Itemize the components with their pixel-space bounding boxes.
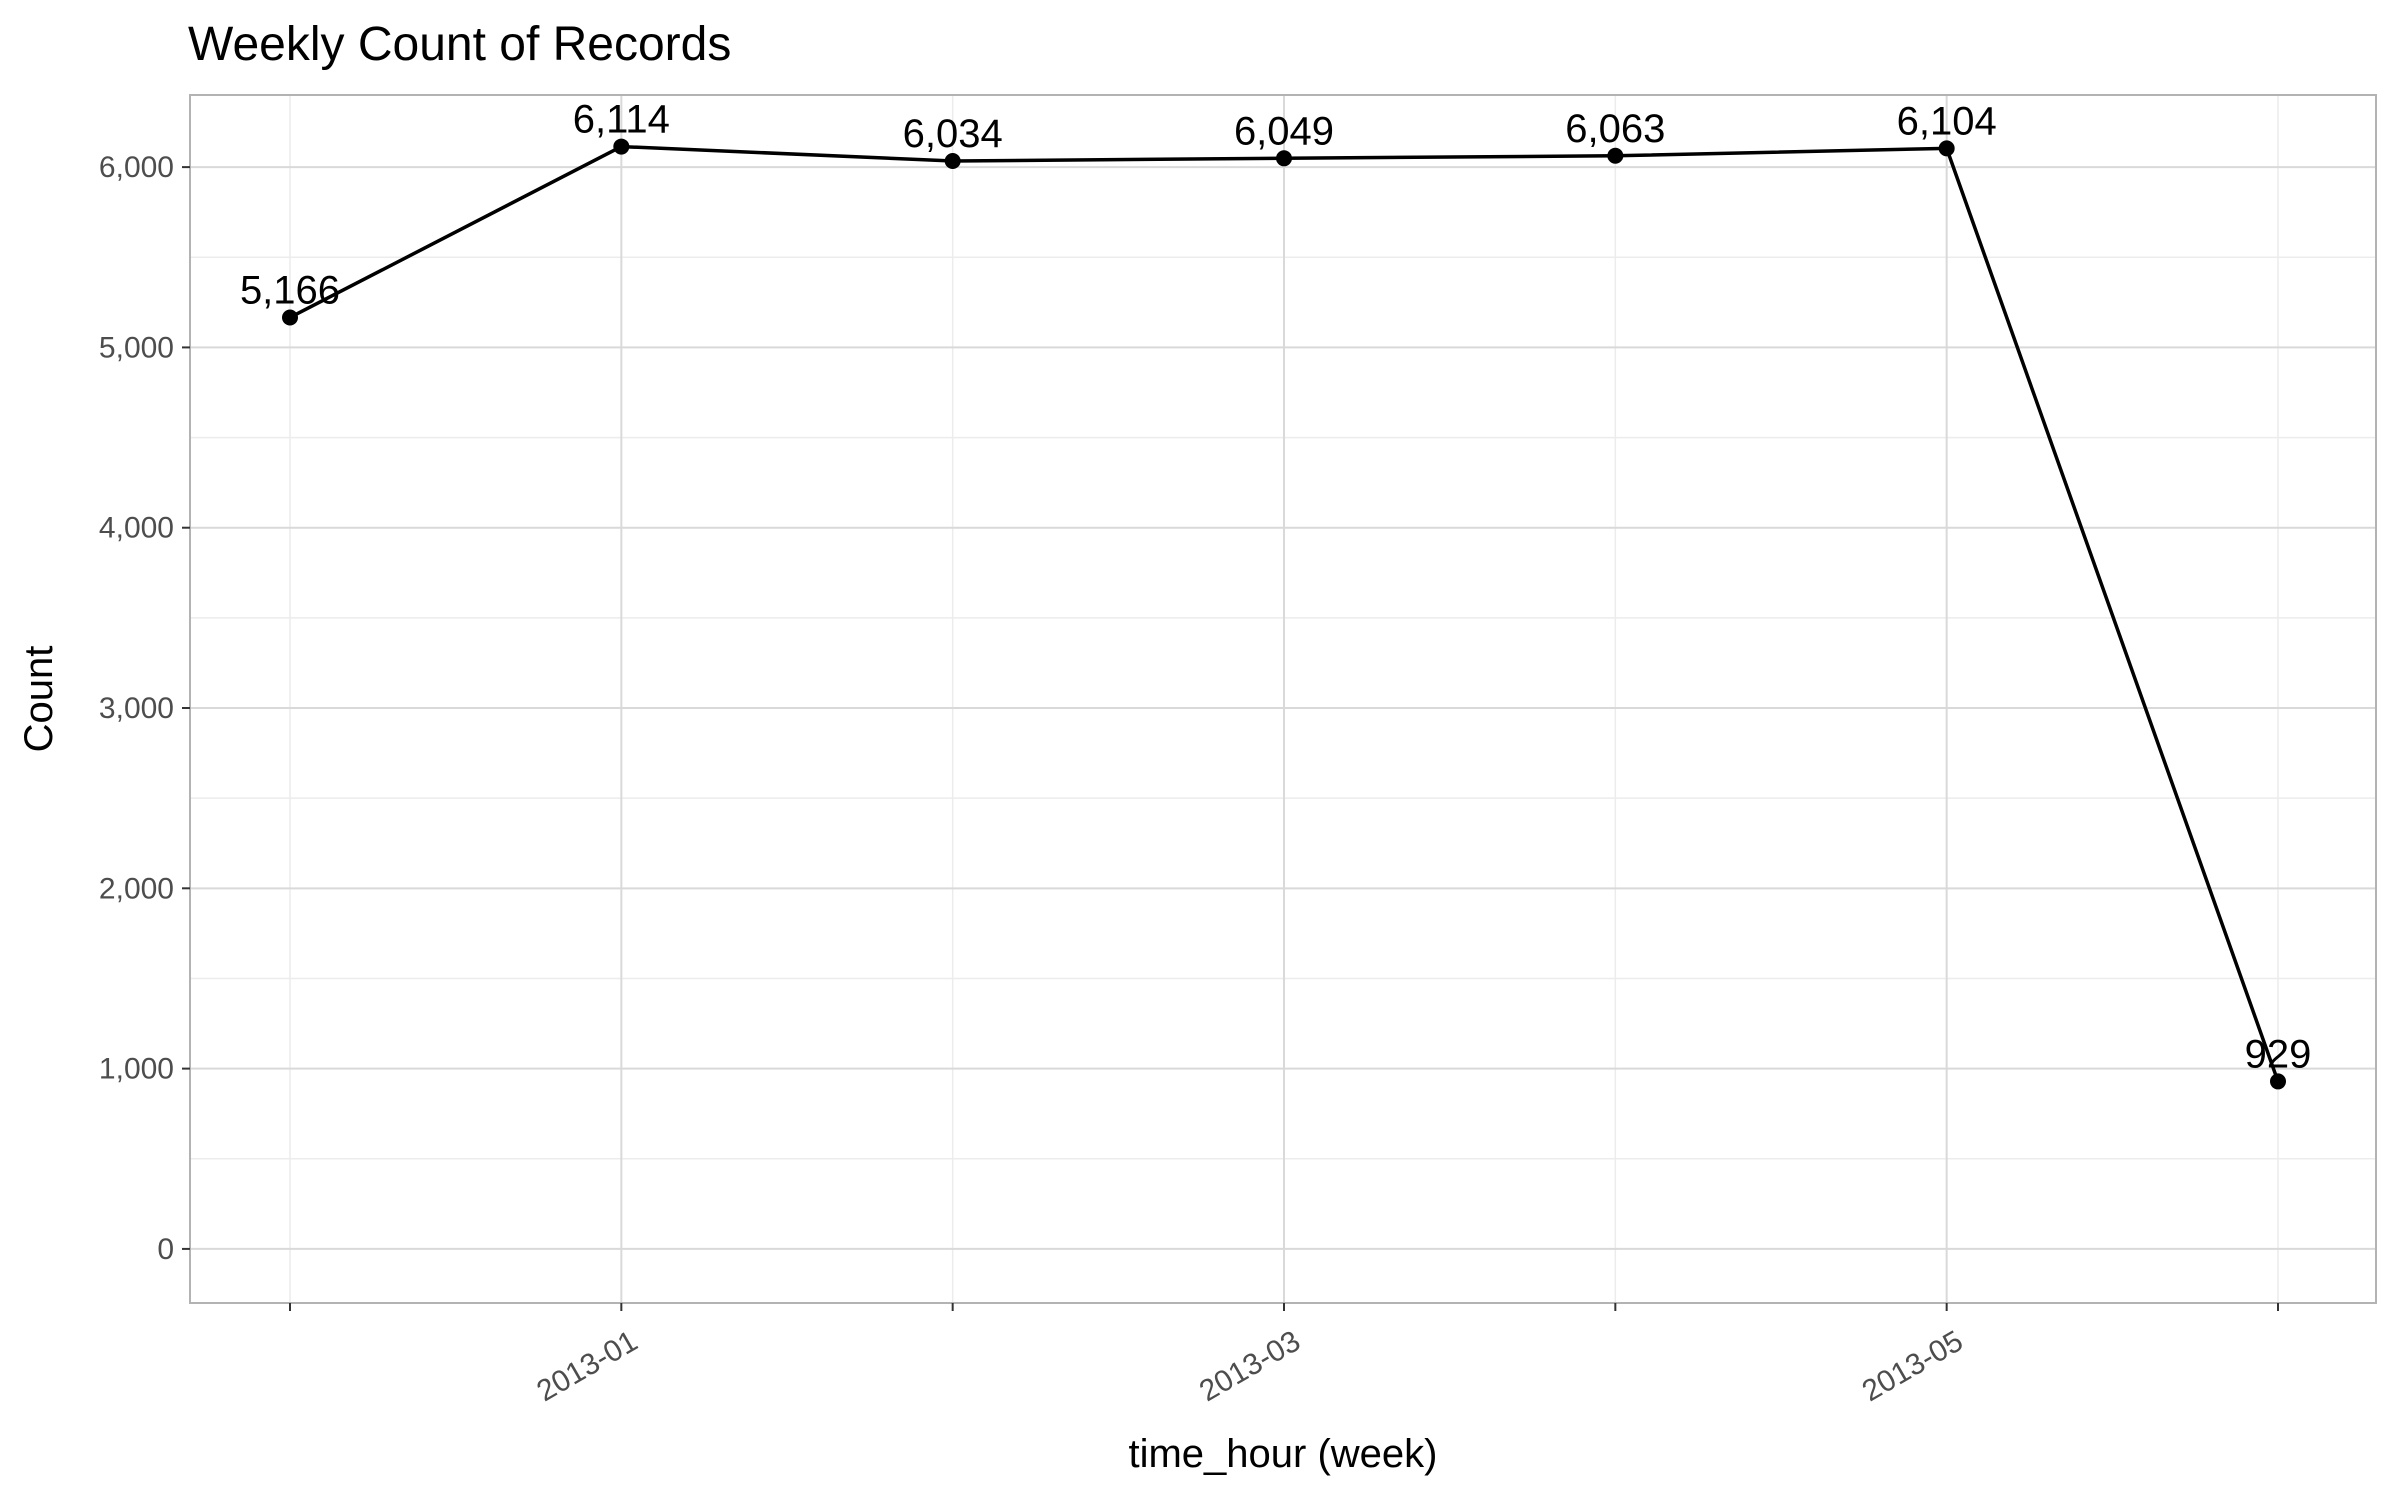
data-point [1938,140,1955,157]
data-point [613,138,630,155]
data-point [944,152,961,169]
x-axis-title: time_hour (week) [1128,1432,1437,1476]
data-label: 6,049 [1234,109,1334,153]
y-tick-label: 4,000 [99,512,174,545]
data-labels: 5,166 6,114 6,034 6,049 6,063 6,104 929 [240,98,2311,1077]
data-point [282,309,298,326]
data-label: 6,114 [573,98,670,142]
x-tick-label: 2013-05 [1857,1324,1969,1408]
data-point [1607,147,1624,164]
y-tick-label: 0 [157,1233,174,1266]
y-axis-title: Count [17,646,61,753]
x-tick-label: 2013-03 [1194,1324,1306,1408]
data-label: 5,166 [240,268,340,312]
series-count [282,138,2286,1090]
y-tick-label: 3,000 [99,692,174,725]
chart-title: Weekly Count of Records [188,18,731,71]
data-label: 6,034 [903,112,1003,156]
x-axis: 2013-01 2013-03 2013-05 [289,1303,2279,1408]
y-tick-label: 5,000 [99,331,174,364]
data-label: 6,104 [1897,99,1997,143]
y-tick-label: 1,000 [99,1053,174,1086]
data-label: 6,063 [1565,107,1665,151]
y-axis: 0 1,000 2,000 3,000 4,000 5,000 6,000 [99,151,190,1266]
data-label: 929 [2245,1032,2312,1076]
grid [190,95,2376,1303]
data-point [2270,1073,2286,1090]
x-tick-label: 2013-01 [531,1324,643,1408]
y-tick-label: 6,000 [99,151,174,184]
y-tick-label: 2,000 [99,872,174,905]
data-point [1276,150,1292,167]
